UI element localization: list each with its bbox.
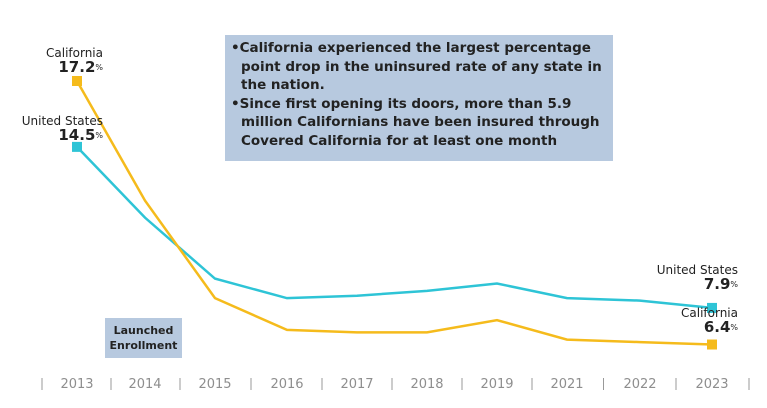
x-tick-label: 2016 <box>270 377 303 392</box>
us-start-label: United States 14.5% <box>0 114 103 143</box>
ca-end-label: California 6.4% <box>640 306 738 335</box>
unit: % <box>95 63 103 72</box>
unit: % <box>730 280 738 289</box>
series-name: United States <box>21 114 103 128</box>
x-tick-label: 2019 <box>480 377 513 392</box>
data-label: 14.5 <box>58 126 96 144</box>
data-point-marker <box>707 302 717 313</box>
data-point-marker <box>72 76 82 86</box>
unit: % <box>730 323 738 332</box>
series-line-united-states <box>76 146 713 310</box>
data-label: 6.4 <box>703 318 731 336</box>
x-tick-label: 2023 <box>695 377 728 392</box>
data-label: 7.9 <box>703 275 731 293</box>
x-tick-label: 2014 <box>128 377 161 392</box>
data-point-marker <box>72 141 82 152</box>
x-tick-label: 2013 <box>60 377 93 392</box>
note-bullet: •California experienced the largest perc… <box>231 40 602 93</box>
x-tick-label: 2021 <box>550 377 583 392</box>
x-tick-label: 2022 <box>623 377 656 392</box>
unit: % <box>95 131 103 140</box>
x-tick-label: 2015 <box>198 377 231 392</box>
ca-start-label: California 17.2% <box>20 46 103 75</box>
note-box: •California experienced the largest perc… <box>225 35 613 161</box>
launched-enrollment-label: Launched Enrollment <box>105 318 182 358</box>
us-end-label: United States 7.9% <box>640 263 738 292</box>
series-line-california <box>75 80 713 346</box>
x-tick-label: 2017 <box>340 377 373 392</box>
data-point-marker <box>707 339 717 350</box>
x-tick-label: 2018 <box>410 377 443 392</box>
series-name: United States <box>656 263 738 277</box>
data-label: 17.2 <box>58 58 96 76</box>
note-bullet: •Since first opening its doors, more tha… <box>231 95 600 149</box>
series-name: California <box>46 46 103 60</box>
series-name: California <box>681 306 738 320</box>
